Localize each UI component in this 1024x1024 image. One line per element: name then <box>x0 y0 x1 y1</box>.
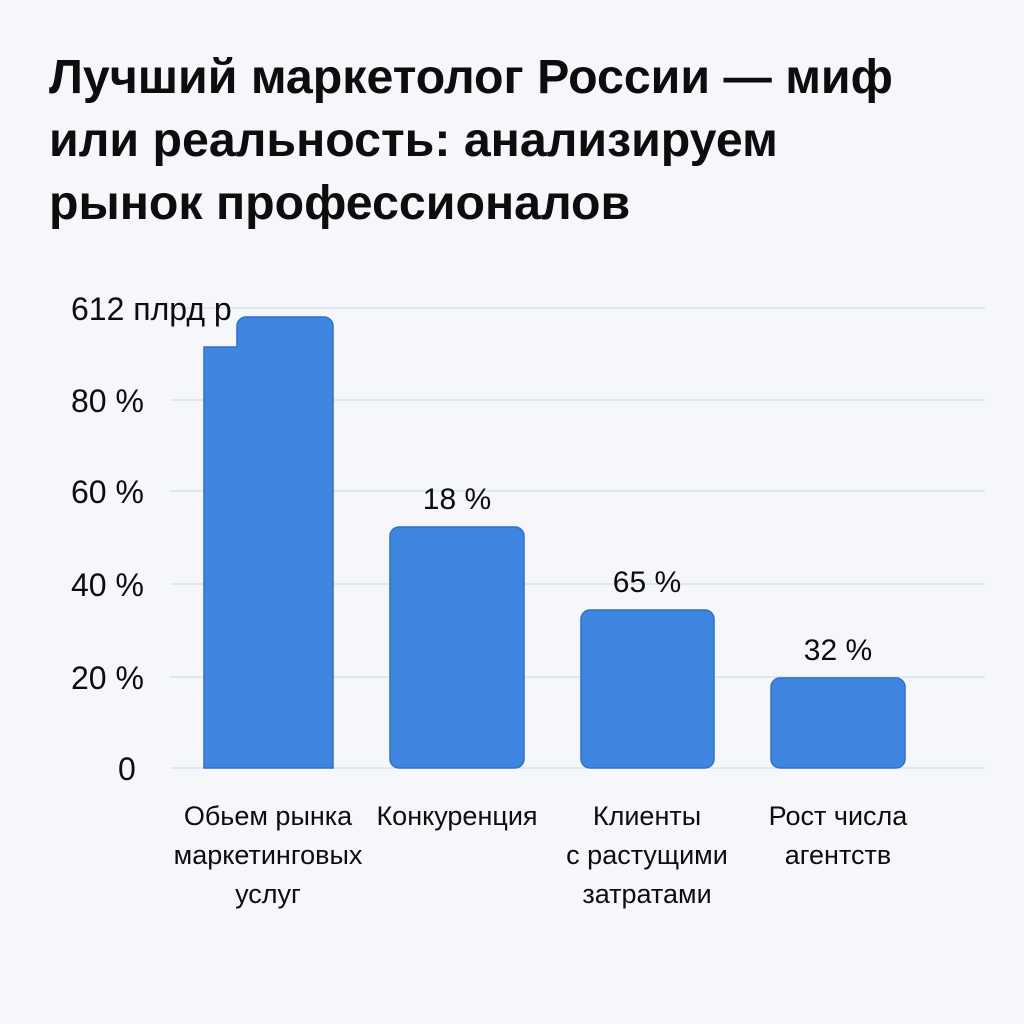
svg-text:Обьем рынка: Обьем рынка <box>184 801 353 831</box>
svg-text:услуг: услуг <box>235 879 301 909</box>
svg-text:20 %: 20 % <box>71 660 144 696</box>
svg-text:Рост числа: Рост числа <box>769 801 909 831</box>
svg-text:с растущими: с растущими <box>566 840 728 870</box>
svg-text:18 %: 18 % <box>423 483 491 516</box>
svg-text:маркетинговых: маркетинговых <box>174 840 363 870</box>
svg-text:0: 0 <box>118 751 136 787</box>
svg-text:Клиенты: Клиенты <box>593 801 701 831</box>
svg-text:612 плрд р: 612 плрд р <box>71 291 232 327</box>
svg-text:65 %: 65 % <box>613 566 681 599</box>
svg-text:агентств: агентств <box>785 840 891 870</box>
svg-text:Конкуренция: Конкуренция <box>376 801 537 831</box>
svg-text:затратами: затратами <box>582 879 711 909</box>
svg-text:80 %: 80 % <box>71 383 144 419</box>
svg-text:60 %: 60 % <box>71 474 144 510</box>
svg-text:32 %: 32 % <box>804 634 872 667</box>
svg-text:40 %: 40 % <box>71 567 144 603</box>
